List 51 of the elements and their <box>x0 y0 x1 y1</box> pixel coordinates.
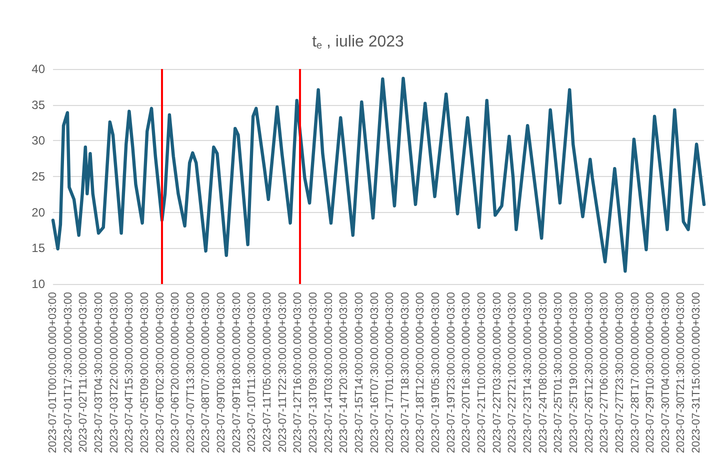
y-tick-label: 10 <box>32 277 46 291</box>
x-tick-label: 2023-07-07T13:30:00.000+03:00 <box>184 292 197 454</box>
x-tick-label: 2023-07-04T15:30:00.000+03:00 <box>124 292 136 454</box>
x-tick-label: 2023-07-25T19:00:00.000+03:00 <box>568 292 580 454</box>
x-tick-label: 2023-07-03T22:00:00.000+03:00 <box>108 292 120 454</box>
x-tick-label: 2023-07-11T22:30:00.000+03:00 <box>276 292 289 452</box>
x-tick-label: 2023-07-22T21:00:00.000+03:00 <box>506 292 519 454</box>
x-tick-label: 2023-07-16T07:30:00.000+03:00 <box>368 292 381 454</box>
x-tick-label: 2023-07-09T00:30:00.000+03:00 <box>216 292 228 454</box>
x-tick-label: 2023-07-28T17:00:00.000+03:00 <box>629 292 642 454</box>
x-tick-label: 2023-07-21T10:00:00.000+03:00 <box>476 292 488 454</box>
y-tick-label: 35 <box>32 98 46 112</box>
x-tick-label: 2023-07-10T11:30:00.000+03:00 <box>246 292 258 452</box>
x-tick-label: 2023-07-01T17:30:00.000+03:00 <box>62 292 74 454</box>
x-tick-label: 2023-07-25T01:30:00.000+03:00 <box>552 292 565 454</box>
x-tick-label: 2023-07-27T06:00:00.000+03:00 <box>598 292 611 454</box>
x-tick-label: 2023-07-23T14:30:00.000+03:00 <box>522 292 534 454</box>
x-tick-label: 2023-07-26T12:30:00.000+03:00 <box>583 292 596 454</box>
x-tick-label: 2023-07-18T12:00:00.000+03:00 <box>414 292 427 454</box>
line-series <box>51 76 706 273</box>
x-tick-label: 2023-07-05T09:00:00.000+03:00 <box>138 292 151 454</box>
x-tick-label: 2023-07-31T15:00:00.000+03:00 <box>690 292 703 454</box>
x-tick-label: 2023-07-30T04:00:00.000+03:00 <box>660 292 672 454</box>
x-tick-label: 2023-07-17T18:30:00.000+03:00 <box>399 292 412 454</box>
x-tick-label: 2023-07-06T20:00:00.000+03:00 <box>170 292 182 454</box>
x-tick-label: 2023-07-12T16:00:00.000+03:00 <box>292 292 304 454</box>
y-tick-label: 40 <box>32 62 46 76</box>
x-tick-label: 2023-07-03T04:30:00.000+03:00 <box>92 292 105 454</box>
x-tick-label: 2023-07-15T14:00:00.000+03:00 <box>353 292 366 454</box>
x-tick-label: 2023-07-14T20:30:00.000+03:00 <box>338 292 350 454</box>
x-tick-label: 2023-07-14T03:00:00.000+03:00 <box>322 292 335 454</box>
y-tick-label: 20 <box>32 205 46 220</box>
x-tick-label: 2023-07-02T11:00:00.000+03:00 <box>78 292 90 452</box>
x-tick-label: 2023-07-13T09:30:00.000+03:00 <box>307 292 320 454</box>
x-tick-label: 2023-07-27T23:30:00.000+03:00 <box>614 292 626 454</box>
x-tick-label: 2023-07-29T10:30:00.000+03:00 <box>644 292 657 454</box>
x-tick-label: 2023-07-01T00:00:00.000+03:00 <box>47 292 59 454</box>
y-tick-label: 25 <box>32 170 46 184</box>
x-tick-label: 2023-07-08T07:00:00.000+03:00 <box>200 292 212 454</box>
x-tick-label: 2023-07-20T16:30:00.000+03:00 <box>460 292 473 454</box>
x-tick-label: 2023-07-22T03:30:00.000+03:00 <box>491 292 504 454</box>
y-tick-label: 15 <box>32 241 46 256</box>
x-tick-label: 2023-07-09T18:00:00.000+03:00 <box>230 292 243 454</box>
x-tick-label: 2023-07-30T21:30:00.000+03:00 <box>675 292 688 454</box>
x-tick-label: 2023-07-17T01:00:00.000+03:00 <box>384 292 396 454</box>
x-tick-label: 2023-07-19T05:30:00.000+03:00 <box>430 292 442 454</box>
x-tick-label: 2023-07-19T23:00:00.000+03:00 <box>445 292 458 454</box>
x-tick-label: 2023-07-11T05:00:00.000+03:00 <box>262 292 274 452</box>
y-tick-label: 30 <box>32 134 46 148</box>
x-tick-label: 2023-07-06T02:30:00.000+03:00 <box>154 292 166 454</box>
x-tick-label: 2023-07-24T08:00:00.000+03:00 <box>537 292 550 454</box>
